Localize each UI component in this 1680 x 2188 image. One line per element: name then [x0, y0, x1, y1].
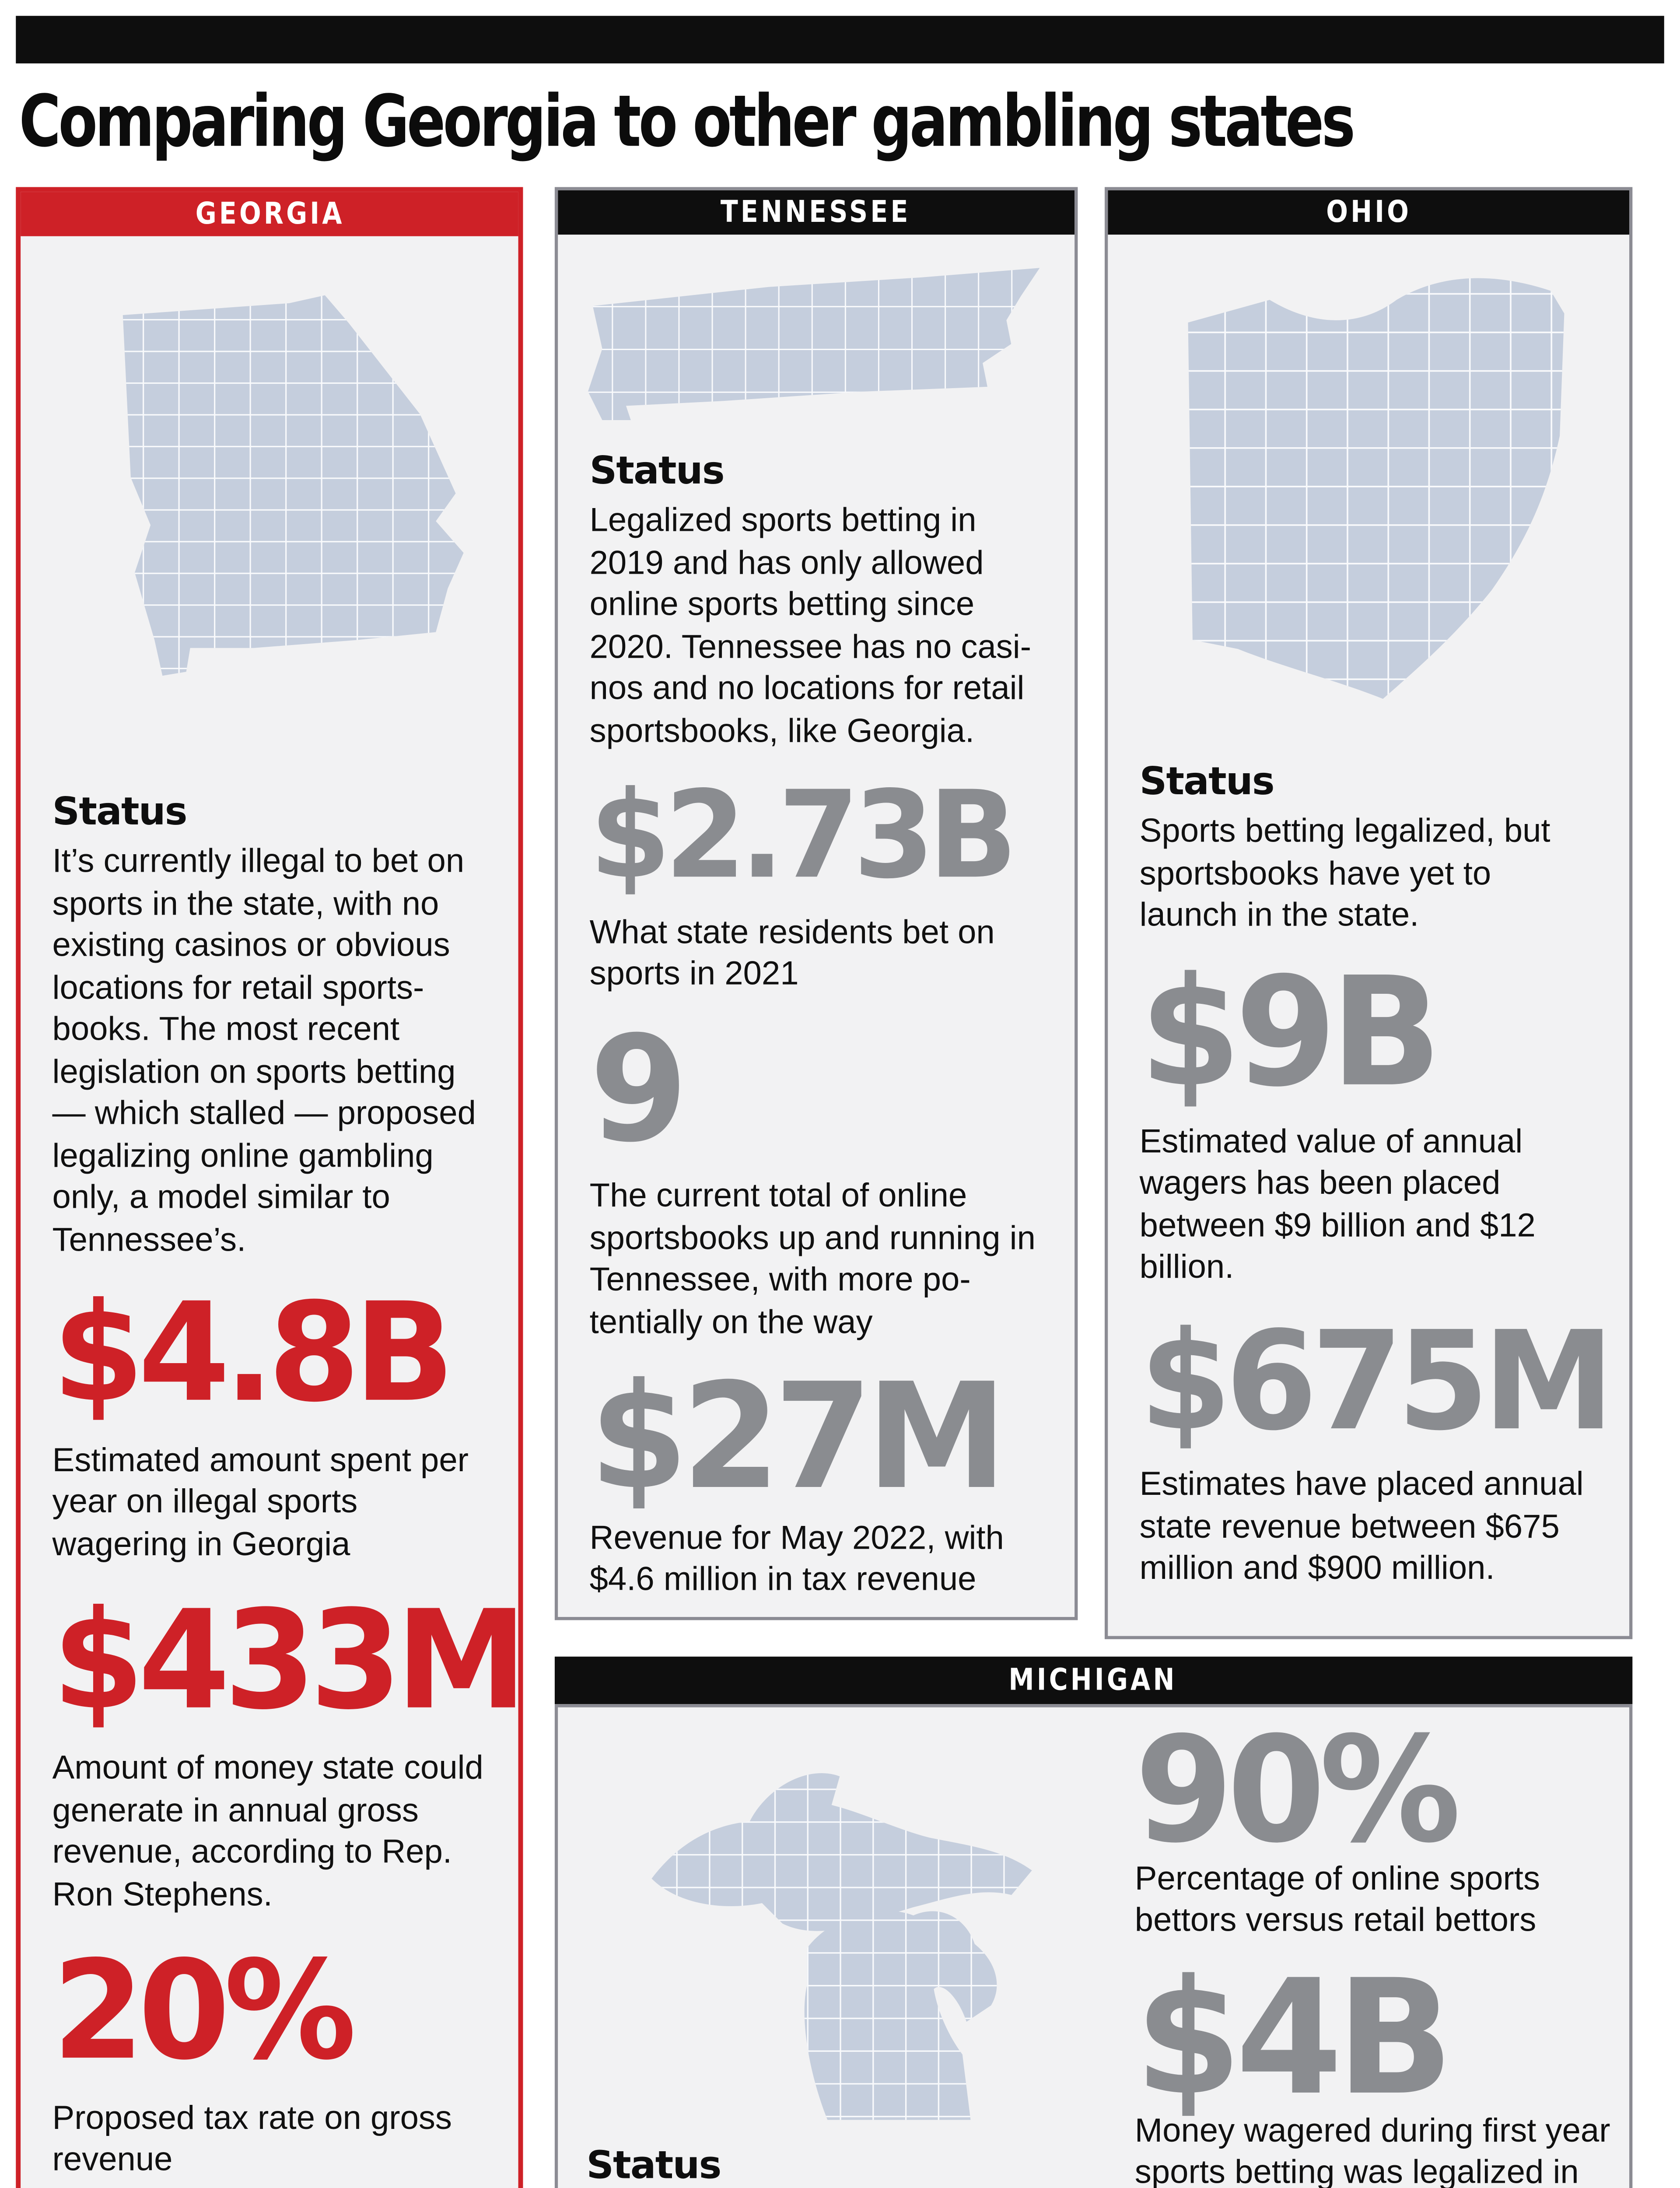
stat-caption: Proposed tax rate on gross revenue [52, 2100, 452, 2179]
column-header-michigan-label: MICHIGAN [1009, 1663, 1178, 1698]
stat-caption: Money wagered during first year sports b… [1134, 2112, 1610, 2188]
stat-caption: Estimates have placed annual state reven… [1139, 1467, 1584, 1588]
stat-value: $433M [52, 1582, 522, 1741]
panel-georgia: GEORGIA Status It’s currently illegal to… [16, 187, 523, 2188]
top-black-bar [16, 16, 1664, 63]
stat-value: 9 [589, 1005, 688, 1175]
stat-value: 90% [1134, 1705, 1461, 1876]
column-header-georgia: GEORGIA [21, 192, 518, 236]
column-header-ohio-label: OHIO [1326, 195, 1411, 230]
stat-value: $9B [1139, 945, 1442, 1120]
stat-caption: The current total of online sportsbooks … [589, 1178, 1036, 1341]
stat-caption: Estimated amount spent per year on illeg… [52, 1442, 469, 1563]
stat-value: $4B [1134, 1944, 1454, 2130]
ohio-map-icon [1108, 254, 1629, 745]
ohio-status-text: Sports betting legalized, but sportsbook… [1139, 813, 1550, 934]
stat-caption: Revenue for May 2022, with $4.6 million … [589, 1520, 1004, 1599]
tennessee-map-icon [558, 257, 1074, 431]
georgia-status-heading: Status [52, 789, 188, 834]
stat-caption: Amount of money state could generate in … [52, 1750, 483, 1913]
michigan-right-column: 90% Percentage of online sports bettors … [1110, 1708, 1618, 2188]
stat-value: $675M [1139, 1302, 1615, 1461]
column-header-tennessee-label: TENNESSEE [721, 195, 912, 230]
michigan-left-column: Status First retail sportsbooks opened i… [586, 1708, 1109, 2188]
tennessee-status-heading: Status [589, 449, 725, 493]
column-header-tennessee: TENNESSEE [558, 190, 1075, 235]
michigan-map-icon [586, 1723, 1109, 2132]
stat-caption: Percentage of online sports bettors vers… [1134, 1860, 1540, 1939]
stat-caption: What state residents bet on sports in 20… [589, 914, 995, 993]
michigan-status-heading: Status [586, 2143, 721, 2188]
column-header-georgia-label: GEORGIA [195, 196, 344, 231]
panel-tennessee: TENNESSEE Status Legalized sports bettin… [554, 187, 1078, 1620]
ohio-status-heading: Status [1139, 759, 1275, 804]
georgia-map-icon [21, 258, 518, 772]
column-header-ohio: OHIO [1108, 190, 1630, 235]
stat-caption: Estimated value of annual wagers has bee… [1139, 1123, 1536, 1286]
georgia-status-text: It’s currently illegal to bet on sports … [52, 843, 476, 1258]
stat-value: 20% [52, 1932, 357, 2091]
stat-value: $2.73B [589, 764, 1018, 905]
tennessee-status-text: Legalized sports betting in 2019 and has… [589, 502, 1032, 749]
stat-value: $4.8B [52, 1274, 455, 1433]
page-title: Comparing Georgia to other gambling stat… [19, 79, 1355, 164]
panel-michigan: Status First retail sportsbooks opened i… [554, 1704, 1633, 2188]
stat-value: $27M [589, 1353, 1007, 1523]
panel-ohio: OHIO Status Sports betting legalized, bu… [1104, 187, 1633, 1639]
column-header-michigan: MICHIGAN [554, 1656, 1633, 1704]
